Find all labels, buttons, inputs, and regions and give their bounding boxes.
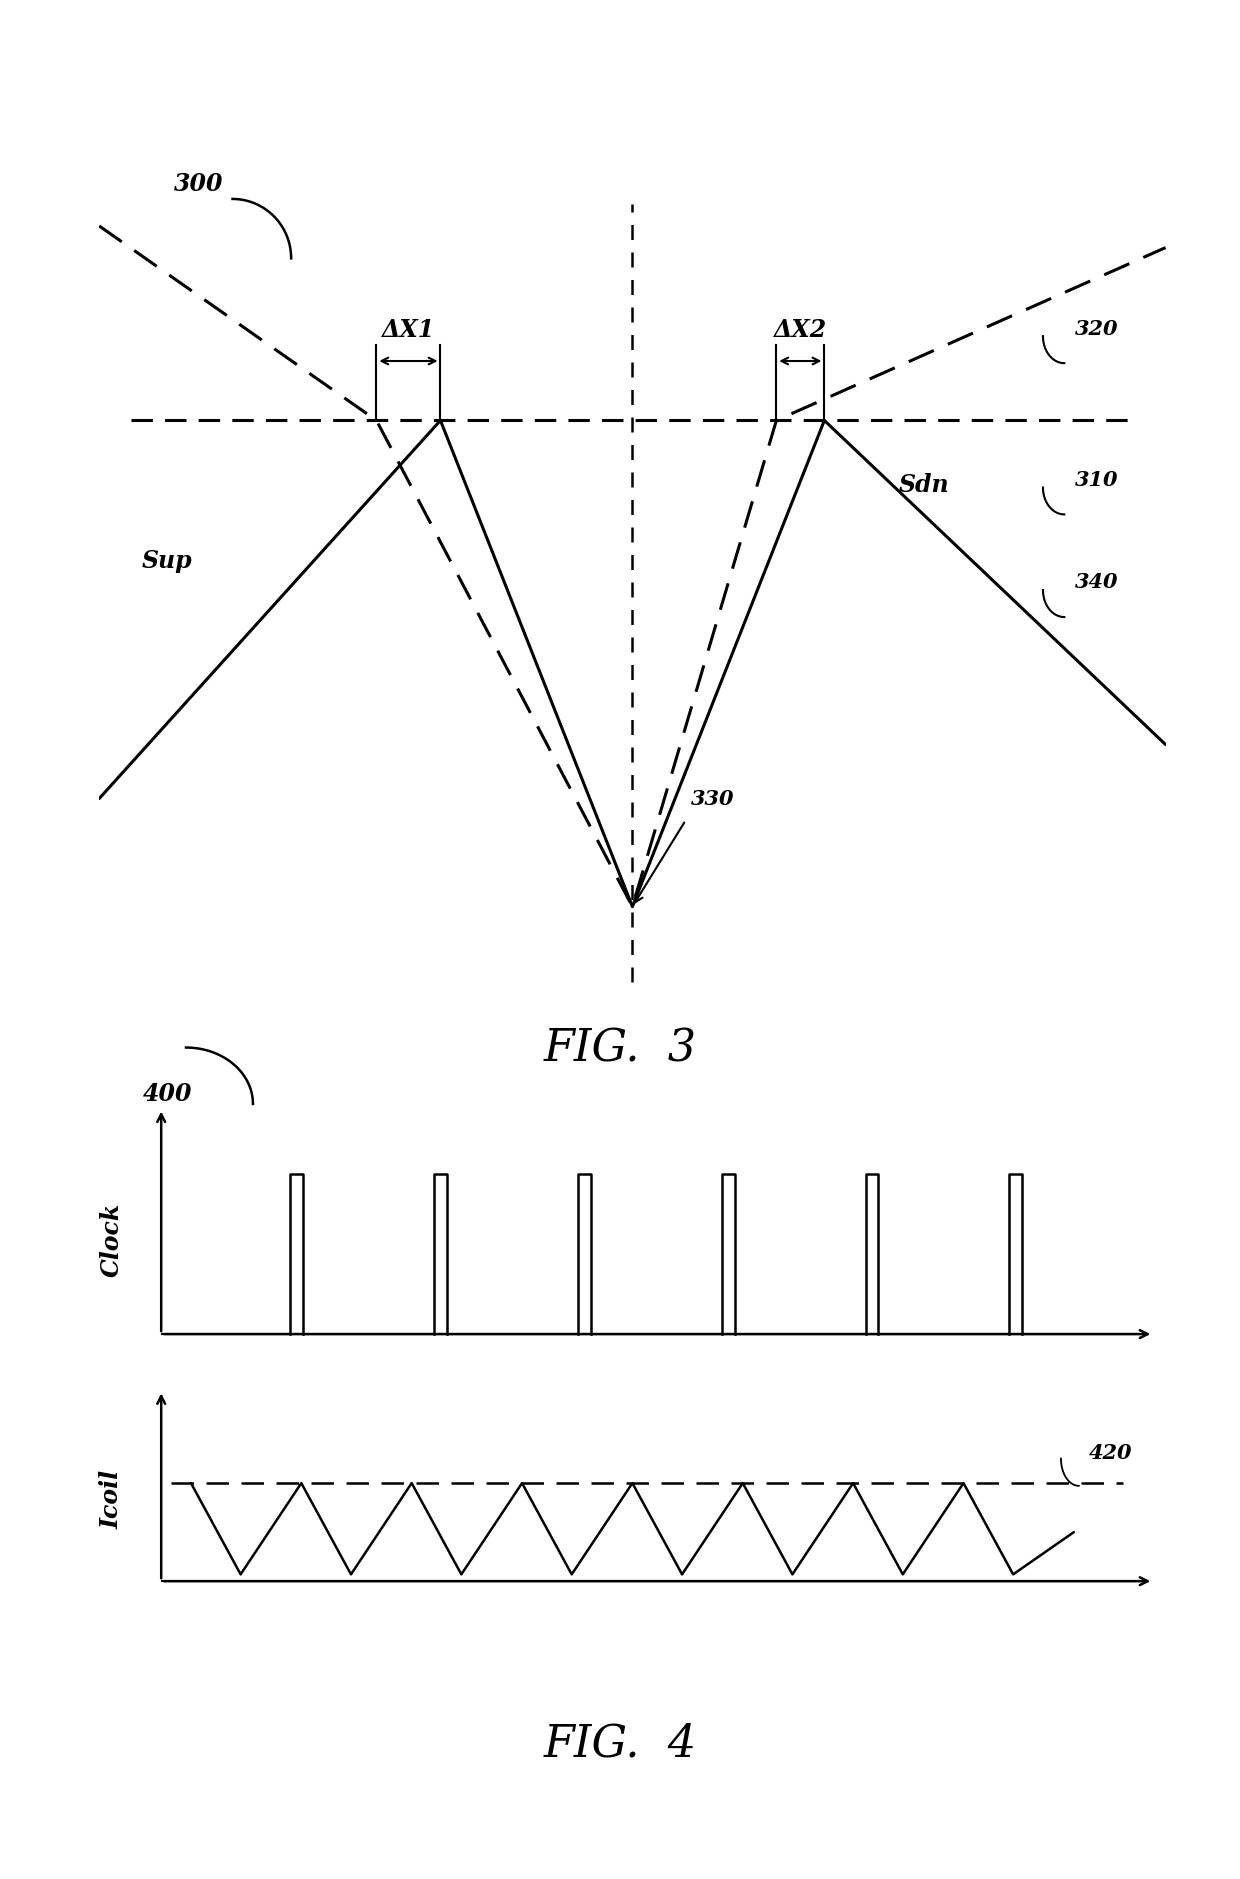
Text: 300: 300 bbox=[174, 173, 223, 195]
Text: ΔX1: ΔX1 bbox=[382, 318, 435, 342]
Text: Sdn: Sdn bbox=[899, 474, 950, 498]
Text: FIG.  4: FIG. 4 bbox=[543, 1723, 697, 1764]
Text: Clock: Clock bbox=[99, 1203, 124, 1278]
Text: 340: 340 bbox=[1075, 573, 1118, 592]
Text: Icoil: Icoil bbox=[99, 1469, 124, 1530]
Text: 400: 400 bbox=[143, 1082, 192, 1105]
Text: FIG.  3: FIG. 3 bbox=[543, 1028, 697, 1069]
Text: Sup: Sup bbox=[141, 549, 192, 573]
Text: 310: 310 bbox=[1075, 470, 1118, 490]
Text: 420: 420 bbox=[1089, 1443, 1132, 1464]
Text: 330: 330 bbox=[691, 789, 734, 810]
Text: 320: 320 bbox=[1075, 319, 1118, 338]
Text: ΔX2: ΔX2 bbox=[774, 318, 827, 342]
